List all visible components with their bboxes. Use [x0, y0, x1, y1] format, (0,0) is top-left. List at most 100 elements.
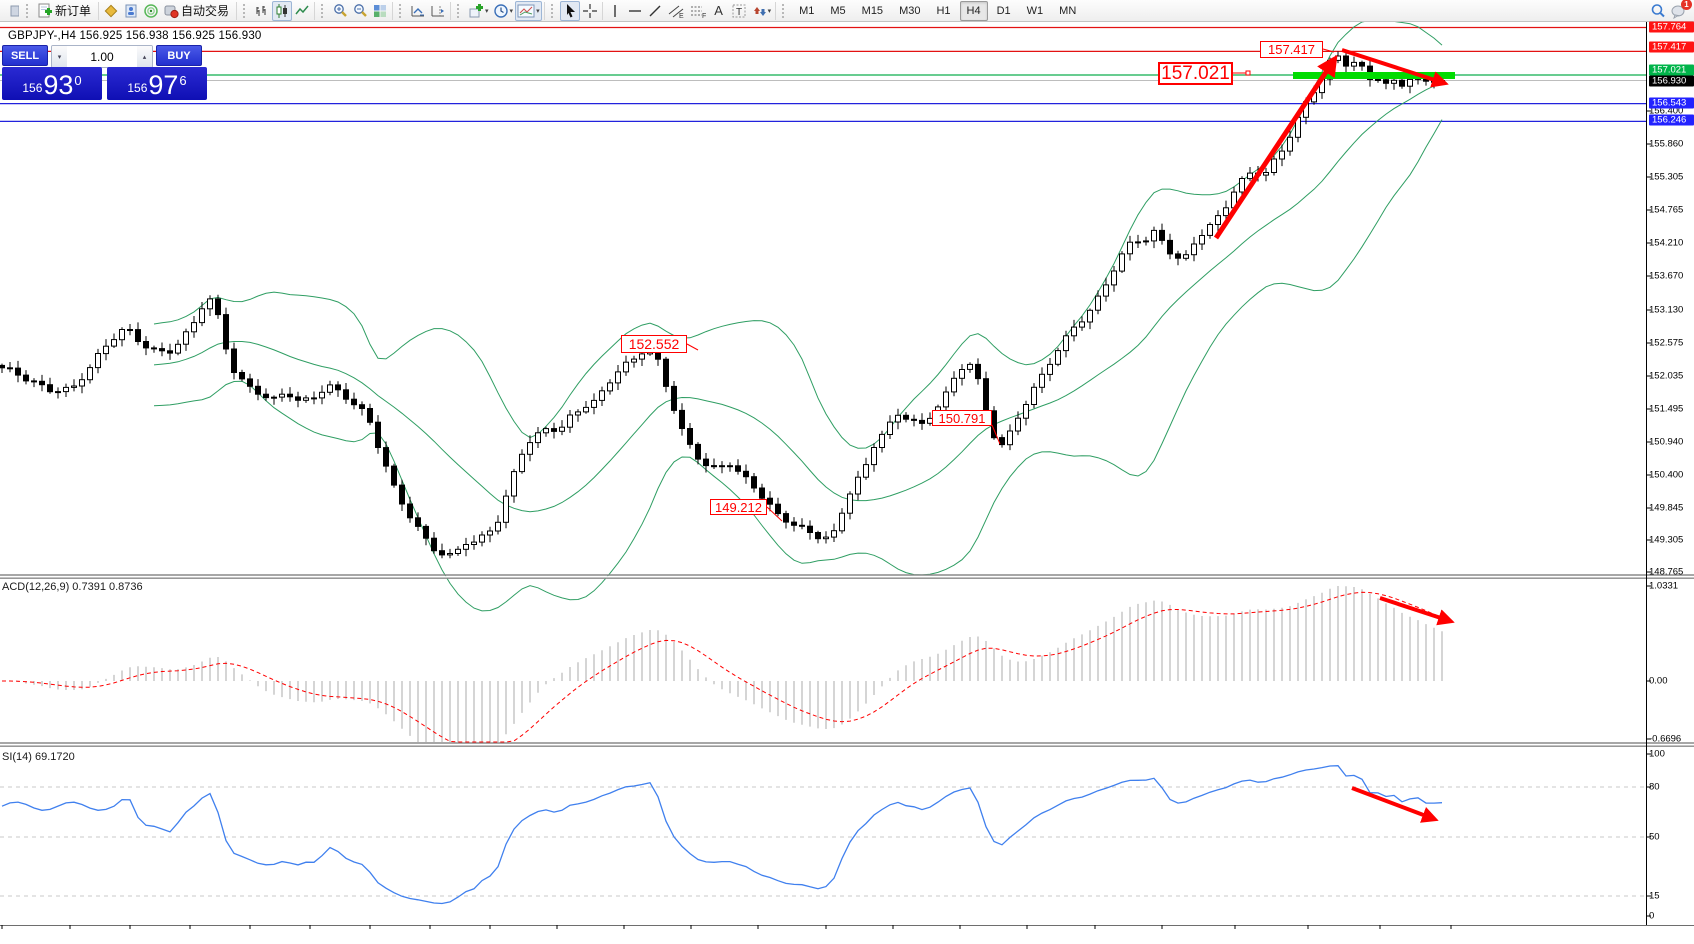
- price-annotation-box[interactable]: 150.791: [932, 410, 992, 426]
- price-annotation-box[interactable]: 152.552: [621, 335, 687, 353]
- cube-icon: [104, 4, 118, 17]
- cursor-icon: [566, 4, 575, 18]
- timeframe-MN[interactable]: MN: [1059, 4, 1077, 17]
- price-level-label: 157.417: [1649, 41, 1694, 53]
- timeframe-M15[interactable]: M15: [861, 4, 884, 17]
- timeframe-H4[interactable]: H4: [959, 0, 988, 21]
- price-down-arrow[interactable]: [1341, 48, 1449, 88]
- timeframe-D1[interactable]: D1: [996, 4, 1011, 17]
- candle-chart-mode-button[interactable]: [272, 0, 293, 21]
- zoom-out-button[interactable]: [350, 1, 370, 21]
- indicator-tick-label: 0.00: [1649, 675, 1668, 687]
- arrows-tool-button[interactable]: ▾: [749, 1, 774, 21]
- fibonacci-icon: F: [690, 6, 706, 19]
- indicator-tick-label: 15: [1649, 890, 1660, 902]
- timeframe-M5[interactable]: M5: [830, 4, 846, 17]
- indicator-tick-label: 1.0331: [1649, 580, 1679, 592]
- zoom-in-button[interactable]: [330, 1, 350, 21]
- price-level-label: 157.021: [1649, 64, 1694, 76]
- indicator-tick-label: 50: [1649, 831, 1660, 843]
- price-annotation-box[interactable]: 157.021: [1158, 62, 1233, 85]
- bollinger-middle-band: [153, 81, 1443, 513]
- sell-price-big: 93: [43, 70, 74, 100]
- autotrade-icon: [164, 5, 179, 18]
- timeframe-M30[interactable]: M30: [899, 4, 921, 17]
- macd-down-arrow[interactable]: [1379, 596, 1455, 626]
- price-tick-label: 152.035: [1649, 370, 1684, 382]
- clipped-edge-icon: [2, 1, 22, 21]
- horizontal-line-tool-button[interactable]: [625, 1, 645, 21]
- chart-canvas[interactable]: [0, 22, 1694, 944]
- market-watch-button[interactable]: [101, 1, 121, 21]
- search-button[interactable]: [1648, 1, 1668, 21]
- svg-text:F: F: [702, 13, 706, 19]
- add-indicator-icon: [469, 3, 484, 17]
- template-button[interactable]: ▾: [515, 0, 542, 21]
- timeframe-H1[interactable]: H1: [936, 4, 951, 17]
- volume-increase-button[interactable]: ▴: [137, 46, 152, 67]
- trendline-tool-button[interactable]: [645, 1, 665, 21]
- horizontal-line-icon: [628, 9, 641, 12]
- vertical-line-tool-button[interactable]: [605, 1, 625, 21]
- green-resistance-bar[interactable]: [1293, 72, 1455, 79]
- buy-price[interactable]: 156 97 6: [107, 67, 207, 100]
- price-tick-label: 154.210: [1649, 237, 1684, 249]
- svg-text:T: T: [736, 7, 742, 18]
- new-order-button[interactable]: 新订单: [35, 1, 96, 21]
- rally-up-arrow[interactable]: [1213, 54, 1338, 240]
- annotation-leader: [1322, 48, 1335, 53]
- notification-bubble-icon: [1671, 5, 1685, 19]
- indicator-tick-label: 100: [1649, 748, 1665, 760]
- volume-stepper: ▾ ▴: [51, 45, 153, 68]
- chart-shift-button[interactable]: [428, 1, 448, 21]
- volume-decrease-button[interactable]: ▾: [52, 46, 67, 67]
- notification-badge: 1: [1681, 0, 1692, 10]
- toolbar-separator: [392, 1, 394, 20]
- crosshair-tool-button[interactable]: [580, 1, 600, 21]
- buy-button[interactable]: BUY: [156, 45, 202, 66]
- price-tick-label: 155.305: [1649, 171, 1684, 183]
- sell-button[interactable]: SELL: [2, 45, 48, 66]
- profile-icon: [125, 4, 137, 17]
- cursor-tool-button[interactable]: [559, 0, 580, 21]
- price-annotation-box[interactable]: 157.417: [1260, 41, 1323, 58]
- period-button[interactable]: ▾: [491, 1, 516, 21]
- timeframe-W1[interactable]: W1: [1026, 4, 1044, 17]
- text-tool-button[interactable]: A: [709, 1, 729, 21]
- auto-scroll-button[interactable]: [408, 1, 428, 21]
- text-tool-icon: A: [714, 3, 723, 18]
- price-level-label: 156.930: [1649, 75, 1694, 87]
- price-tick-label: 153.670: [1649, 270, 1684, 282]
- timeframe-M1[interactable]: M1: [799, 4, 815, 17]
- equidistant-channel-tool-button[interactable]: E: [665, 1, 687, 21]
- text-label-icon: T: [732, 4, 746, 18]
- rsi-down-arrow[interactable]: [1351, 786, 1439, 823]
- line-chart-mode-button[interactable]: [292, 1, 312, 21]
- tile-windows-button[interactable]: [370, 1, 390, 21]
- text-label-tool-button[interactable]: T: [729, 1, 749, 21]
- bollinger-lower-band: [153, 119, 1443, 612]
- bar-chart-mode-button[interactable]: [252, 1, 272, 21]
- notifications-button[interactable]: 1: [1668, 0, 1692, 21]
- price-tick-label: 154.765: [1649, 204, 1684, 216]
- buy-price-big: 97: [148, 70, 179, 100]
- autotrade-button[interactable]: 自动交易: [161, 1, 234, 21]
- price-level-label: 157.764: [1649, 21, 1694, 33]
- toolbar-grip: [243, 3, 249, 18]
- auto-scroll-icon: [411, 5, 425, 16]
- buy-price-prefix: 156: [127, 81, 148, 95]
- data-window-button[interactable]: [121, 1, 141, 21]
- fibonacci-tool-button[interactable]: F: [687, 1, 709, 21]
- sell-price[interactable]: 156 93 0: [2, 67, 102, 100]
- dropdown-caret: ▾: [485, 7, 489, 15]
- bollinger-upper-band: [153, 22, 1443, 449]
- signals-button[interactable]: [141, 1, 161, 21]
- indicator-tick-label: 80: [1649, 781, 1660, 793]
- line-chart-icon: [295, 5, 309, 14]
- volume-input[interactable]: [67, 46, 137, 67]
- price-level-label: 156.246: [1649, 114, 1694, 126]
- price-annotation-box[interactable]: 149.212: [710, 499, 767, 515]
- toolbar-separator: [543, 1, 545, 20]
- add-indicator-button[interactable]: ▾: [466, 1, 491, 21]
